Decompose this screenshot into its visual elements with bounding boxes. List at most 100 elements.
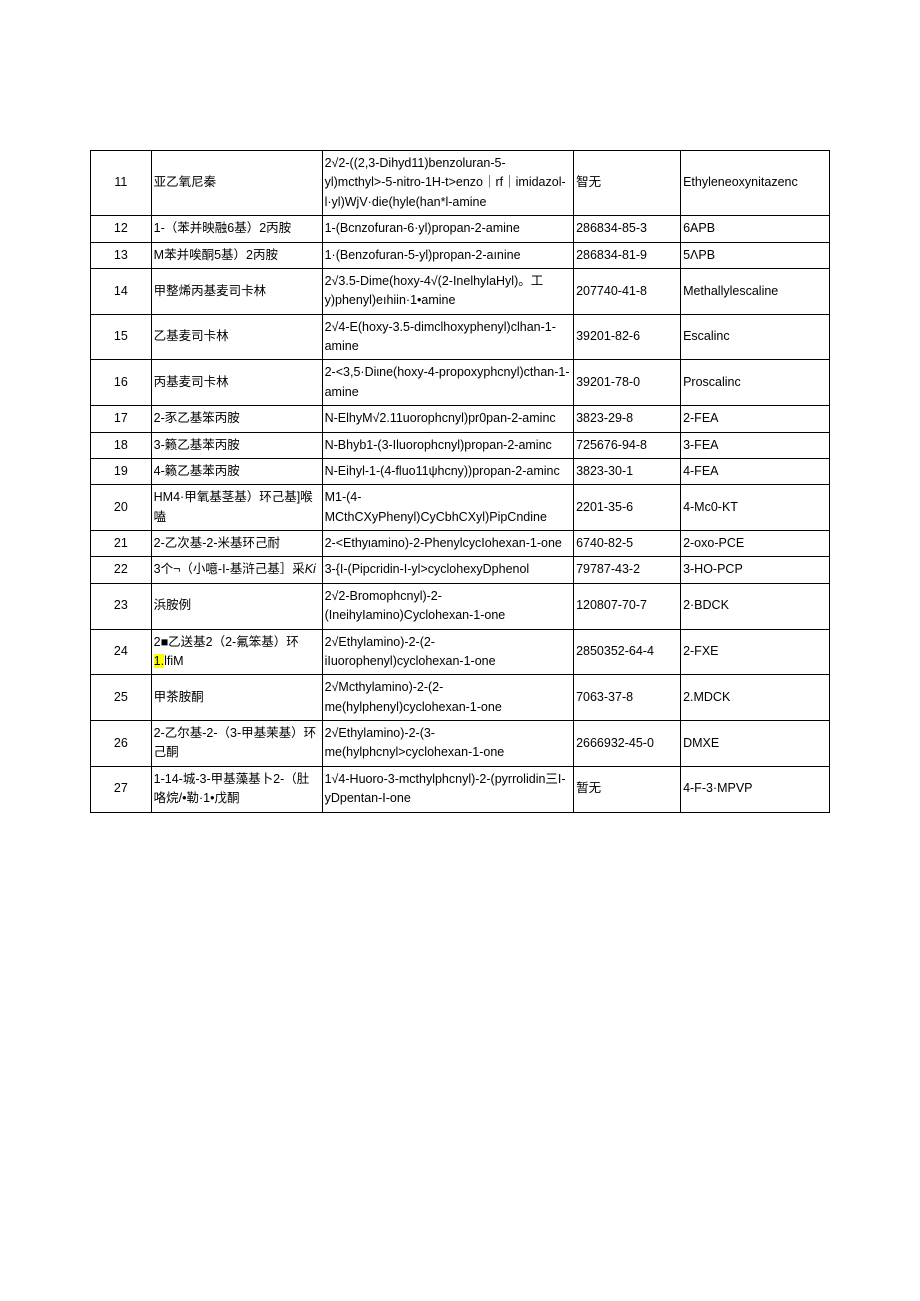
substance-name: 丙基麦司卡林 bbox=[151, 360, 322, 406]
table-row: 11亚乙氧尼秦2√2-((2,3-Dihyd11)benzoluran-5-yl… bbox=[91, 151, 830, 216]
row-number: 14 bbox=[91, 268, 152, 314]
cas-number: 725676-94-8 bbox=[574, 432, 681, 458]
chemical-name: N-Eihyl-1-(4-fluo11ψhcny))propan-2-aminc bbox=[322, 458, 573, 484]
cas-number: 2850352-64-4 bbox=[574, 629, 681, 675]
cas-number: 286834-81-9 bbox=[574, 242, 681, 268]
abbreviation: Escalinc bbox=[681, 314, 830, 360]
abbreviation: 5ΛPB bbox=[681, 242, 830, 268]
cas-number: 暂无 bbox=[574, 766, 681, 812]
row-number: 24 bbox=[91, 629, 152, 675]
chemical-name: 1·(Benzofuran-5-yl)propan-2-aınine bbox=[322, 242, 573, 268]
substance-name: 2■乙送基2（2-氟笨基）环1.lfiM bbox=[151, 629, 322, 675]
abbreviation: 4-F-3·MPVP bbox=[681, 766, 830, 812]
substance-name: 1-14-城-3-甲基藻基卜2-（肚咯烷/•勒·1•戊酮 bbox=[151, 766, 322, 812]
abbreviation: 2-oxo-PCE bbox=[681, 531, 830, 557]
row-number: 22 bbox=[91, 557, 152, 583]
substance-name: 乙基麦司卡林 bbox=[151, 314, 322, 360]
substance-name: 3个¬（小噫-I-基浒己基］采Ki bbox=[151, 557, 322, 583]
table-row: 271-14-城-3-甲基藻基卜2-（肚咯烷/•勒·1•戊酮1√4-Huoro-… bbox=[91, 766, 830, 812]
row-number: 11 bbox=[91, 151, 152, 216]
abbreviation: Methallylescaline bbox=[681, 268, 830, 314]
substance-name: 2-乙尔基-2-（3-甲基茉基）环己酮 bbox=[151, 721, 322, 767]
table-row: 121-（苯并映融6基）2丙胺1-(Bcnzofuran-6·yl)propan… bbox=[91, 216, 830, 242]
row-number: 26 bbox=[91, 721, 152, 767]
chemical-name: 2√2-Bromophcnyl)-2-(IneihyIamino)Cyclohe… bbox=[322, 583, 573, 629]
table-row: 172-豕乙基笨丙胺N-ElhyM√2.11uorophcnyl)pr0pan-… bbox=[91, 406, 830, 432]
substance-name: 亚乙氧尼秦 bbox=[151, 151, 322, 216]
row-number: 16 bbox=[91, 360, 152, 406]
chemical-name: 2√Mcthylamino)-2-(2-me(hylphenyl)cyclohe… bbox=[322, 675, 573, 721]
substance-name: 2-豕乙基笨丙胺 bbox=[151, 406, 322, 432]
table-row: 13M苯并唉酮5基）2丙胺1·(Benzofuran-5-yl)propan-2… bbox=[91, 242, 830, 268]
chemical-name: 1-(Bcnzofuran-6·yl)propan-2-amine bbox=[322, 216, 573, 242]
table-row: 25甲茶胺酮2√Mcthylamino)-2-(2-me(hylphenyl)c… bbox=[91, 675, 830, 721]
substance-name: 甲整烯丙基麦司卡林 bbox=[151, 268, 322, 314]
chemical-name: M1-(4-MCthCXyPhenyl)CyCbhCXyl)PipCndine bbox=[322, 485, 573, 531]
chemical-name: 2√Ethylamino)-2-(2-iIuorophenyl)cyclohex… bbox=[322, 629, 573, 675]
table-row: 212-乙次基-2-米基环己耐2-<Ethyιamino)-2-Phenylcy… bbox=[91, 531, 830, 557]
substance-name: 浜胺例 bbox=[151, 583, 322, 629]
cas-number: 智无 bbox=[574, 151, 681, 216]
table-row: 183-籁乙基苯丙胺N-Bhyb1-(3-Iluorophcnyl)propan… bbox=[91, 432, 830, 458]
chemical-name: 1√4-Huoro-3-mcthylphcnyl)-2-(pyrrolidin三… bbox=[322, 766, 573, 812]
substance-table: 11亚乙氧尼秦2√2-((2,3-Dihyd11)benzoluran-5-yl… bbox=[90, 150, 830, 813]
abbreviation: 2-FXE bbox=[681, 629, 830, 675]
chemical-name: 3-{I-(Pipcridin-I-yl>cyclohexyDphenol bbox=[322, 557, 573, 583]
row-number: 23 bbox=[91, 583, 152, 629]
table-row: 194-籁乙基苯丙胺N-Eihyl-1-(4-fluo11ψhcny))prop… bbox=[91, 458, 830, 484]
table-row: 223个¬（小噫-I-基浒己基］采Ki3-{I-(Pipcridin-I-yl>… bbox=[91, 557, 830, 583]
abbreviation: Ethyleneoxynitazenc bbox=[681, 151, 830, 216]
abbreviation: 2-FEA bbox=[681, 406, 830, 432]
abbreviation: 3-HO-PCP bbox=[681, 557, 830, 583]
table-row: 242■乙送基2（2-氟笨基）环1.lfiM2√Ethylamino)-2-(2… bbox=[91, 629, 830, 675]
row-number: 20 bbox=[91, 485, 152, 531]
chemical-name: 2√3.5-Dime(hoxy-4√(2-InelhylaHyl)。工y)phe… bbox=[322, 268, 573, 314]
row-number: 13 bbox=[91, 242, 152, 268]
abbreviation: Proscalinc bbox=[681, 360, 830, 406]
row-number: 25 bbox=[91, 675, 152, 721]
abbreviation: 4-Mc0-KT bbox=[681, 485, 830, 531]
substance-name: 1-（苯并映融6基）2丙胺 bbox=[151, 216, 322, 242]
row-number: 27 bbox=[91, 766, 152, 812]
document-page: 11亚乙氧尼秦2√2-((2,3-Dihyd11)benzoluran-5-yl… bbox=[0, 0, 920, 813]
cas-number: 79787-43-2 bbox=[574, 557, 681, 583]
chemical-name: 2√Ethylamino)-2-(3-me(hylphcnyl>cyclohex… bbox=[322, 721, 573, 767]
cas-number: 207740-41-8 bbox=[574, 268, 681, 314]
cas-number: 7063-37-8 bbox=[574, 675, 681, 721]
cas-number: 120807-70-7 bbox=[574, 583, 681, 629]
table-row: 15乙基麦司卡林2√4-E(hoxy-3.5-dimclhoxyphenyl)c… bbox=[91, 314, 830, 360]
row-number: 12 bbox=[91, 216, 152, 242]
abbreviation: DMXE bbox=[681, 721, 830, 767]
cas-number: 3823-30-1 bbox=[574, 458, 681, 484]
substance-name: HM4·甲氧基茎基）环己基]喉嗑 bbox=[151, 485, 322, 531]
cas-number: 6740-82-5 bbox=[574, 531, 681, 557]
row-number: 17 bbox=[91, 406, 152, 432]
substance-name: 甲茶胺酮 bbox=[151, 675, 322, 721]
abbreviation: 3-FEA bbox=[681, 432, 830, 458]
substance-name: 2-乙次基-2-米基环己耐 bbox=[151, 531, 322, 557]
abbreviation: 2.MDCK bbox=[681, 675, 830, 721]
row-number: 21 bbox=[91, 531, 152, 557]
cas-number: 2666932-45-0 bbox=[574, 721, 681, 767]
table-row: 20HM4·甲氧基茎基）环己基]喉嗑M1-(4-MCthCXyPhenyl)Cy… bbox=[91, 485, 830, 531]
substance-name: 4-籁乙基苯丙胺 bbox=[151, 458, 322, 484]
substance-name: M苯并唉酮5基）2丙胺 bbox=[151, 242, 322, 268]
cas-number: 286834-85-3 bbox=[574, 216, 681, 242]
cas-number: 3823-29-8 bbox=[574, 406, 681, 432]
table-body: 11亚乙氧尼秦2√2-((2,3-Dihyd11)benzoluran-5-yl… bbox=[91, 151, 830, 813]
cas-number: 39201-82-6 bbox=[574, 314, 681, 360]
chemical-name: N-ElhyM√2.11uorophcnyl)pr0pan-2-aminc bbox=[322, 406, 573, 432]
abbreviation: 4-FEA bbox=[681, 458, 830, 484]
row-number: 18 bbox=[91, 432, 152, 458]
row-number: 15 bbox=[91, 314, 152, 360]
cas-number: 2201-35-6 bbox=[574, 485, 681, 531]
chemical-name: N-Bhyb1-(3-Iluorophcnyl)propan-2-aminc bbox=[322, 432, 573, 458]
table-row: 14甲整烯丙基麦司卡林2√3.5-Dime(hoxy-4√(2-Inelhyla… bbox=[91, 268, 830, 314]
abbreviation: 2·BDCK bbox=[681, 583, 830, 629]
table-row: 23浜胺例2√2-Bromophcnyl)-2-(IneihyIamino)Cy… bbox=[91, 583, 830, 629]
chemical-name: 2-<Ethyιamino)-2-PhenylcycIohexan-1-one bbox=[322, 531, 573, 557]
substance-name: 3-籁乙基苯丙胺 bbox=[151, 432, 322, 458]
cas-number: 39201-78-0 bbox=[574, 360, 681, 406]
abbreviation: 6APB bbox=[681, 216, 830, 242]
chemical-name: 2-<3,5·Diιne(hoxy-4-propoxyphcnyl)cthan-… bbox=[322, 360, 573, 406]
